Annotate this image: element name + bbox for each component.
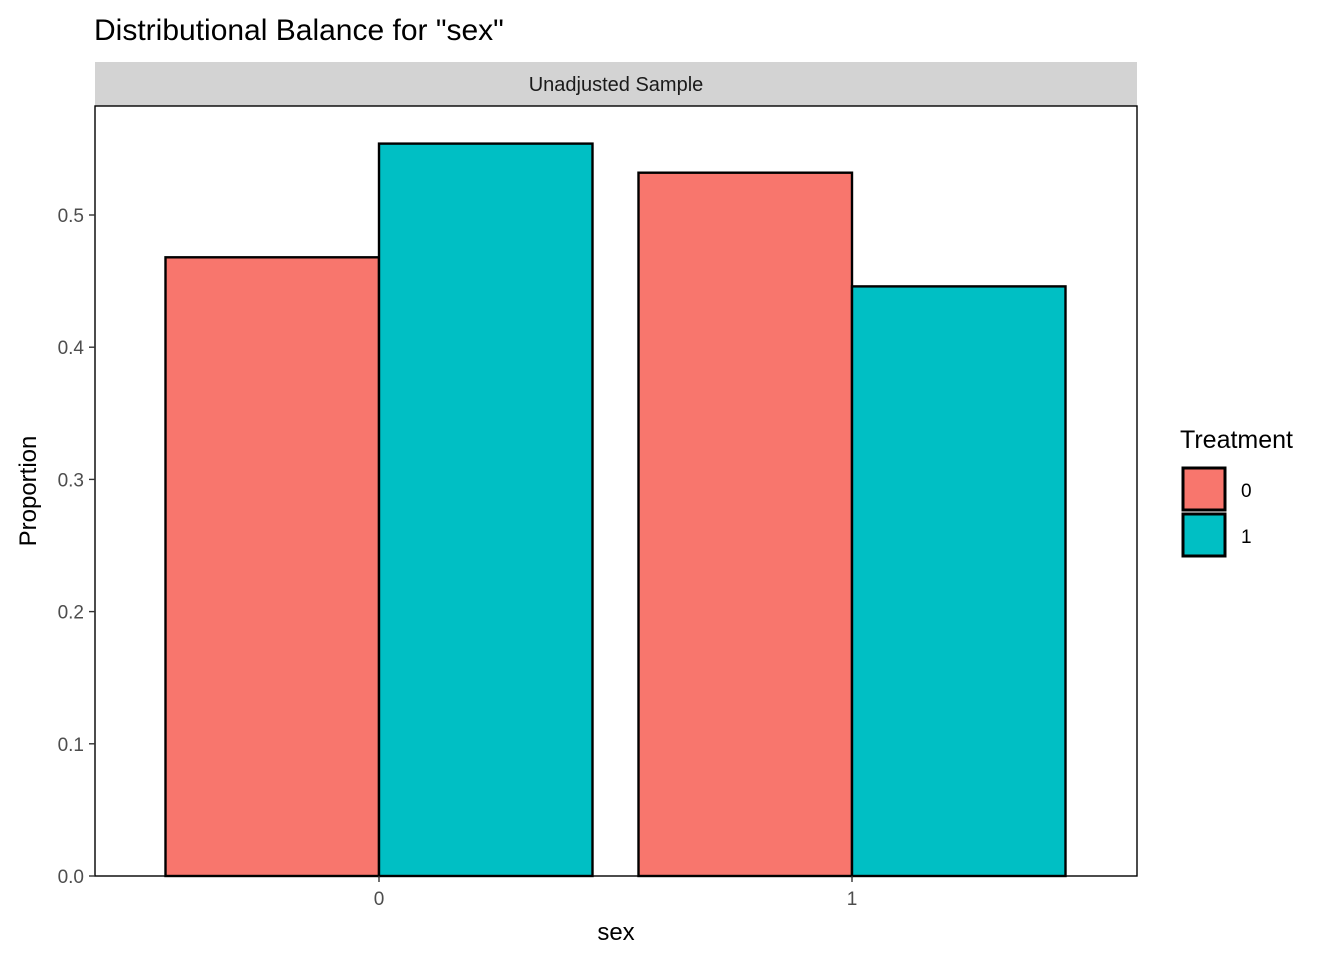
y-tick-label: 0.0: [58, 867, 84, 888]
x-tick-label: 0: [374, 889, 385, 910]
y-axis-title: Proportion: [15, 436, 42, 547]
facet-label: Unadjusted Sample: [529, 74, 704, 96]
x-axis-title: sex: [597, 919, 634, 946]
y-tick-label: 0.4: [58, 338, 85, 359]
y-tick-label: 0.3: [58, 470, 84, 491]
facet-strip: [95, 62, 1137, 106]
y-tick-label: 0.1: [58, 735, 84, 756]
bar-sex-0-treatment-0: [164, 256, 381, 878]
y-axis: 0.0 0.1 0.2 0.3 0.4 0.5: [58, 206, 95, 888]
y-tick-label: 0.5: [58, 206, 84, 227]
bar-sex-1-treatment-1: [850, 285, 1067, 878]
x-tick-label: 1: [847, 889, 858, 910]
legend-label-1: 1: [1241, 527, 1252, 548]
chart-title: Distributional Balance for "sex": [94, 14, 504, 47]
legend-key-0: [1181, 466, 1227, 512]
legend-label-0: 0: [1241, 481, 1252, 502]
bar-sex-0-treatment-1: [377, 142, 594, 878]
legend-key-1: [1181, 512, 1227, 558]
bars-layer: [164, 142, 1067, 878]
legend: Treatment 0 1: [1180, 426, 1293, 558]
y-tick-label: 0.2: [58, 603, 84, 624]
bar-sex-1-treatment-0: [637, 171, 854, 878]
legend-title: Treatment: [1180, 426, 1293, 454]
